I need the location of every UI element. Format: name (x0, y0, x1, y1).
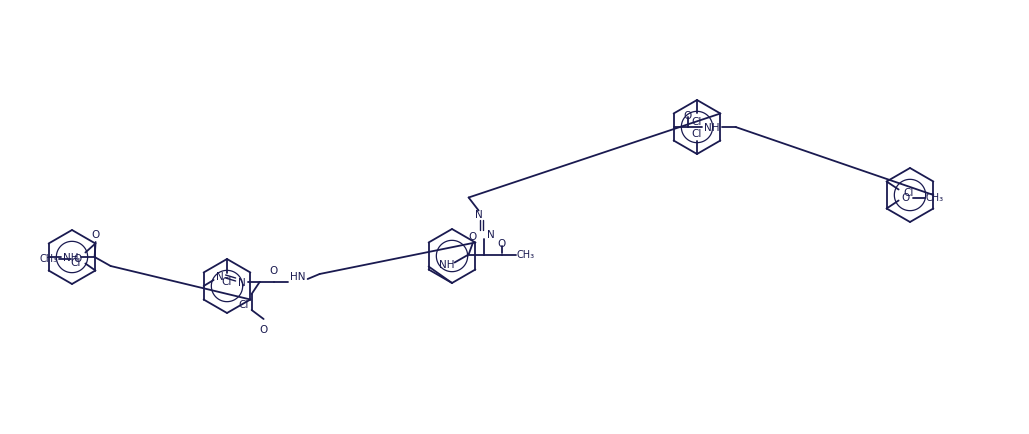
Text: NH: NH (63, 253, 78, 263)
Text: O: O (468, 232, 476, 242)
Text: O: O (683, 111, 691, 121)
Text: N: N (487, 230, 494, 240)
Text: NH: NH (438, 259, 454, 269)
Text: N: N (238, 277, 246, 287)
Text: O: O (73, 254, 81, 264)
Text: CH₃: CH₃ (517, 250, 535, 260)
Text: N: N (216, 271, 223, 281)
Text: Cl: Cl (903, 188, 914, 198)
Text: Cl: Cl (70, 257, 80, 267)
Text: O: O (270, 265, 278, 275)
Text: Cl: Cl (691, 129, 702, 139)
Text: NH: NH (704, 123, 719, 133)
Text: Cl: Cl (239, 299, 249, 309)
Text: CH₃: CH₃ (925, 193, 944, 203)
Text: Cl: Cl (691, 117, 702, 127)
Text: HN: HN (290, 271, 306, 281)
Text: N: N (474, 210, 483, 220)
Text: O: O (92, 230, 100, 240)
Text: Cl: Cl (222, 276, 233, 286)
Text: O: O (901, 193, 910, 203)
Text: O: O (497, 239, 505, 249)
Text: CH₃: CH₃ (39, 254, 58, 264)
Text: O: O (259, 324, 268, 334)
